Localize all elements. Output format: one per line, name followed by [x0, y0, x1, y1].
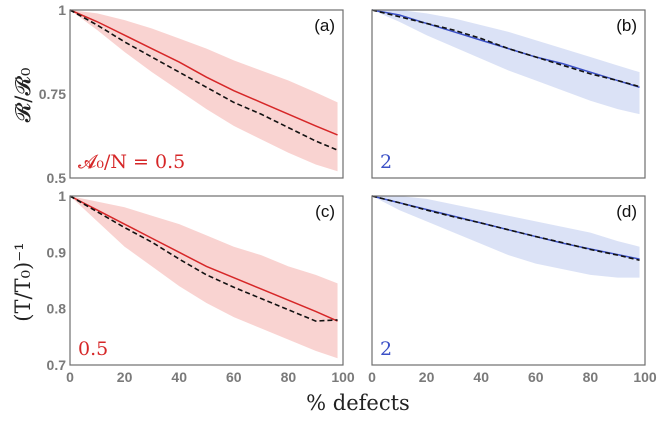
panel-c: 0 20 40 60 80 100 0.7 0.8 0.9 1 (c) 0.5	[47, 188, 355, 385]
y-tick-label: 0.75	[39, 86, 66, 102]
dashed-series-line	[69, 9, 338, 151]
solid-series-line	[69, 195, 338, 322]
panel-label: (c)	[315, 202, 335, 221]
x-tick-label: 80	[583, 369, 599, 385]
panel-label: (b)	[616, 16, 637, 35]
y-tick-label: 0.9	[47, 244, 67, 260]
solid-series-line	[69, 9, 338, 136]
x-tick-label: 100	[633, 369, 657, 385]
x-tick-label: 20	[117, 369, 133, 385]
y-tick-label: 0.8	[47, 301, 67, 317]
y-tick-label: 1	[58, 2, 66, 18]
panel-annotation: 2	[380, 338, 392, 360]
x-tick-label: 100	[331, 369, 355, 385]
x-tick-label: 20	[419, 369, 435, 385]
panel-b: (b) 2	[371, 9, 646, 179]
panel-d: 0 20 40 60 80 100 (d) 2	[368, 195, 657, 385]
plot-frame	[69, 195, 344, 366]
plot-frame	[371, 195, 646, 366]
dashed-series-line	[69, 195, 338, 322]
x-tick-label: 40	[473, 369, 489, 385]
x-tick-label: 60	[226, 369, 242, 385]
panel-annotation: 2	[380, 151, 392, 173]
x-tick-label: 40	[171, 369, 187, 385]
panel-a: 0.5 0.75 1 (a) 𝓐₀/N = 0.5	[39, 2, 344, 186]
y-axis-label-bottom: (T/T₀)⁻¹	[11, 242, 35, 321]
x-tick-label: 80	[281, 369, 297, 385]
y-tick-label: 1	[58, 188, 66, 204]
x-tick-label: 0	[66, 369, 74, 385]
y-axis-label-top: 𝓡/𝓡₀	[11, 68, 35, 123]
dashed-series-line	[371, 195, 640, 261]
plot-frame	[69, 9, 344, 179]
confidence-band	[372, 10, 640, 115]
x-tick-label: 0	[368, 369, 376, 385]
panel-annotation: 0.5	[78, 338, 108, 360]
x-tick-label: 60	[528, 369, 544, 385]
y-tick-label: 0.5	[47, 170, 67, 186]
confidence-band	[70, 10, 338, 172]
panel-label: (d)	[616, 202, 637, 221]
confidence-band	[372, 196, 640, 278]
solid-series-line	[371, 9, 640, 88]
y-tick-label: 0.7	[47, 357, 67, 373]
x-axis-label: % defects	[306, 391, 410, 415]
panel-label: (a)	[314, 16, 335, 35]
plot-frame	[371, 9, 646, 179]
confidence-band	[70, 196, 338, 359]
panel-annotation: 𝓐₀/N = 0.5	[78, 151, 185, 173]
